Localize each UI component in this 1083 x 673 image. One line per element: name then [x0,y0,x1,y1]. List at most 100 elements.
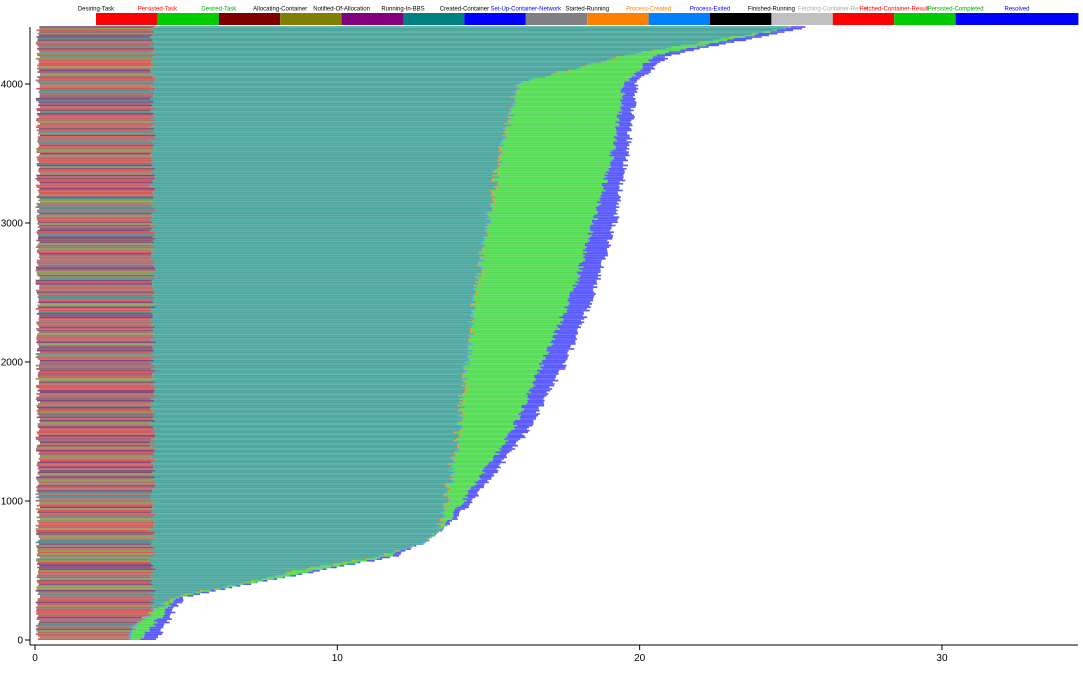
task-row-blue [622,109,634,112]
task-row-teal [152,373,464,375]
task-row-transition [507,119,510,122]
task-row-early [36,618,142,620]
task-row-transition [477,278,480,280]
plot-body [35,26,806,640]
task-row-green [478,261,582,264]
task-row-early [36,268,156,270]
task-row-early [36,608,152,610]
task-row-blue [553,334,576,337]
task-row-green [467,346,548,349]
task-row-transition [485,217,488,220]
task-row-blue [607,181,620,183]
task-row-teal [152,114,514,117]
task-row-early [36,291,155,294]
task-row-teal [155,484,447,487]
task-row-green [508,119,620,122]
task-row-teal [155,388,466,390]
task-row-teal [154,144,503,147]
task-row-teal [150,553,385,555]
task-row-transition [512,114,515,117]
task-row-teal [154,189,491,192]
task-row-early [36,112,154,115]
task-row-green [307,568,323,570]
task-row-transition [447,463,450,465]
task-row-blue [470,488,480,490]
task-row-blue [140,638,156,640]
task-row-transition [510,106,513,108]
task-row-teal [150,576,267,579]
task-row-transition [472,288,475,290]
task-row-early [37,549,151,552]
task-row-teal [155,428,461,430]
task-row-teal [155,551,393,554]
task-row-early [36,334,154,337]
task-row-blue [339,564,345,567]
task-row-early [40,122,156,125]
task-row-transition [453,439,456,442]
task-row-transition [476,291,479,294]
task-row-teal [150,152,501,155]
task-row-early [36,239,153,242]
task-row-teal [153,426,462,429]
task-row-early [39,501,155,504]
task-row-green [494,196,601,198]
task-row-green [467,378,536,380]
task-row-green [463,413,519,415]
task-row-blue [709,42,726,45]
task-row-transition [466,378,469,380]
task-row-blue [581,261,602,264]
task-row-green [458,444,503,447]
task-row-green [635,52,666,55]
task-row-transition [699,41,702,43]
task-row-teal [151,516,443,519]
task-row-green [587,64,643,67]
task-row-teal [150,169,494,172]
task-row-early [39,61,152,63]
task-row-teal [150,549,396,552]
task-row-teal [152,191,493,193]
task-row-green [501,161,610,163]
task-row-transition [484,229,487,232]
task-row-teal [155,593,186,595]
task-row-blue [588,241,610,244]
task-row-blue [733,37,752,40]
task-row-blue [583,256,605,259]
task-row-green [491,206,596,208]
task-row-teal [151,254,486,257]
task-row-green [493,177,604,180]
task-row-blue [462,498,473,500]
task-row-early [38,426,154,429]
task-row-green [498,162,611,165]
task-row-green [444,494,466,497]
task-row-blue [519,416,537,419]
task-row-green [457,421,514,424]
task-row-early [39,556,150,559]
task-row-teal [152,39,714,42]
task-row-early [36,558,150,560]
task-row-transition [461,384,464,387]
task-row-blue [619,119,632,122]
task-row-green [515,101,622,103]
task-row-blue [489,461,506,464]
task-row-blue [533,383,555,385]
task-row-blue [452,511,460,514]
task-row-blue [528,389,551,392]
task-row-blue [585,259,602,262]
task-row-teal [154,588,216,590]
legend-label: Set-Up-Container-Network [490,7,562,13]
task-row-green [467,334,554,337]
task-row-transition [465,354,468,357]
task-row-green [140,621,158,624]
task-row-early [37,411,154,414]
task-row-green [505,132,617,135]
task-row-early [39,391,154,394]
task-row-transition [507,136,510,138]
task-row-teal [153,453,456,455]
task-row-blue [578,264,602,267]
task-row-transition [453,459,456,462]
task-row-early [37,623,135,625]
task-row-blue [577,278,601,280]
task-row-transition [489,202,492,205]
task-row-transition [466,346,469,349]
task-row-early [36,321,154,324]
